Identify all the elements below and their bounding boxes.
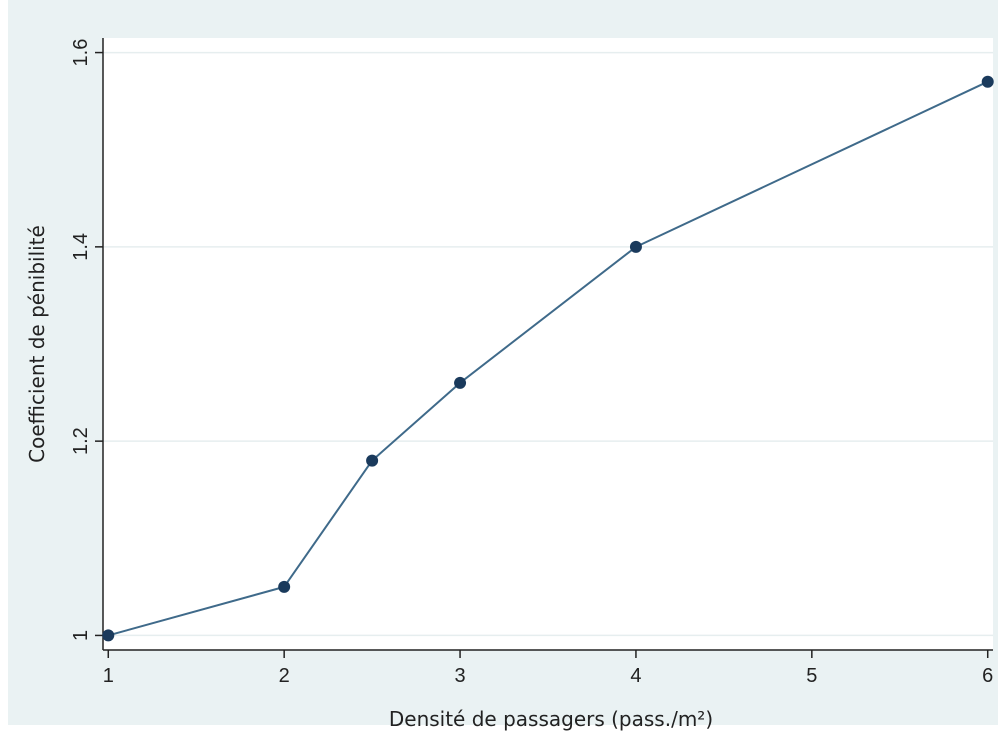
data-point [102, 629, 115, 642]
data-point [278, 580, 291, 593]
data-points [102, 75, 994, 642]
ticks: 1 1.2 1.4 1.6 1 2 3 4 5 6 [70, 39, 993, 687]
data-point [981, 75, 994, 88]
y-tick-label: 1.6 [70, 39, 92, 67]
y-tick-label: 1.2 [70, 427, 92, 455]
x-tick-label: 4 [630, 665, 641, 687]
data-point [454, 376, 467, 389]
data-point [629, 240, 642, 253]
y-tick-label: 1.4 [70, 233, 92, 261]
y-tick-label: 1 [70, 630, 92, 641]
data-point [366, 454, 379, 467]
grid-lines [103, 51, 993, 637]
x-tick-label: 6 [982, 665, 993, 687]
series-line-path [108, 80, 989, 637]
plot-area [103, 38, 993, 650]
x-tick-label: 5 [806, 665, 817, 687]
x-tick-label: 1 [103, 665, 114, 687]
x-axis-title: Densité de passagers (pass./m²) [389, 707, 713, 731]
y-axis-title: Coefficient de pénibilité [25, 225, 49, 463]
axes [102, 38, 993, 651]
x-tick-label: 3 [454, 665, 465, 687]
x-tick-label: 2 [279, 665, 290, 687]
series-line [108, 80, 989, 637]
